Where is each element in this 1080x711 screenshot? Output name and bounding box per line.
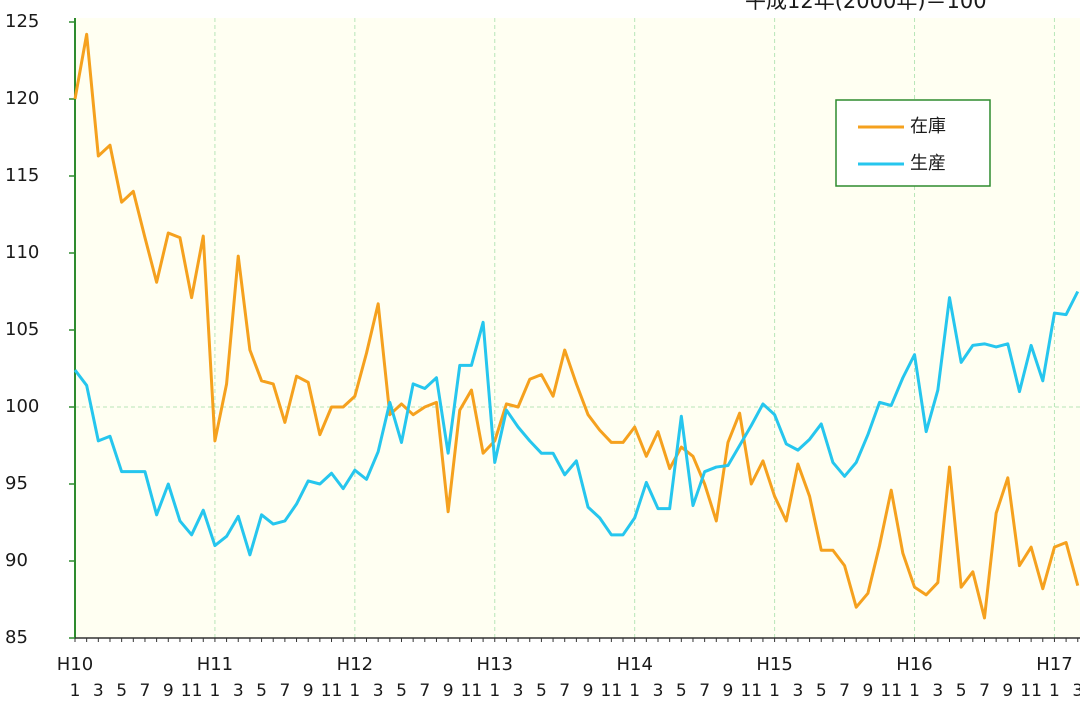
x-tick-label: 9 — [1002, 681, 1013, 701]
x-tick-label: 9 — [163, 681, 174, 701]
x-group-label: H14 — [616, 654, 652, 675]
x-tick-label: 7 — [979, 681, 990, 701]
y-tick-label: 115 — [5, 165, 39, 186]
x-tick-label: 9 — [303, 681, 314, 701]
x-tick-label: 5 — [956, 681, 967, 701]
x-tick-label: 3 — [93, 681, 104, 701]
chart-title: 平成12年(2000年)＝100 — [745, 0, 987, 13]
y-tick-label: 85 — [5, 627, 28, 648]
x-group-label: H10 — [57, 654, 93, 675]
x-tick-label: 9 — [583, 681, 594, 701]
x-tick-label: 7 — [140, 681, 151, 701]
x-tick-label: 1 — [629, 681, 640, 701]
y-tick-label: 125 — [5, 11, 39, 32]
x-tick-label: 5 — [116, 681, 127, 701]
x-tick-label: 7 — [839, 681, 850, 701]
month-labels: 1 3 5 7 9 11 1 3 5 7 9 11 1 3 5 7 9 11 1 3 5 7 9 11 1 3 5 7 9 11 1 3 5 7 9… — [70, 681, 1080, 701]
x-tick-label: 11 — [461, 681, 483, 701]
x-tick-label: 11 — [181, 681, 203, 701]
x-tick-label: 5 — [676, 681, 687, 701]
y-tick-label: 100 — [5, 396, 39, 417]
x-tick-label: 11 — [321, 681, 343, 701]
x-group-label: H15 — [756, 654, 792, 675]
series-line — [73, 32, 1080, 620]
x-tick-label: 5 — [396, 681, 407, 701]
legend-label: 生産 — [910, 153, 946, 174]
x-tick-label: 9 — [723, 681, 734, 701]
y-tick-label: 105 — [5, 319, 39, 340]
x-tick-label: 1 — [70, 681, 81, 701]
x-tick-label: 3 — [233, 681, 244, 701]
legend-label: 在庫 — [910, 116, 946, 137]
x-tick-label: 3 — [373, 681, 384, 701]
x-group-label: H17 — [1036, 654, 1072, 675]
x-tick-label: 7 — [699, 681, 710, 701]
y-tick-label: 95 — [5, 473, 28, 494]
x-tick-label: 7 — [559, 681, 570, 701]
x-tick-label: 11 — [880, 681, 902, 701]
x-tick-label: 3 — [932, 681, 943, 701]
x-tick-label: 1 — [349, 681, 360, 701]
x-tick-label: 3 — [513, 681, 524, 701]
x-tick-label: 1 — [210, 681, 221, 701]
x-tick-label: 1 — [489, 681, 500, 701]
x-tick-label: 9 — [862, 681, 873, 701]
x-tick-label: 5 — [536, 681, 547, 701]
x-tick-label: 9 — [443, 681, 454, 701]
x-group-label: H13 — [477, 654, 513, 675]
x-group-label: H11 — [197, 654, 233, 675]
y-tick-label: 120 — [5, 88, 39, 109]
x-tick-label: 3 — [793, 681, 804, 701]
legend-box — [835, 99, 991, 187]
x-tick-label: 11 — [601, 681, 623, 701]
x-tick-label: 1 — [769, 681, 780, 701]
y-tick-label: 90 — [5, 550, 28, 571]
y-tick-label: 110 — [5, 242, 39, 263]
x-tick-label: 7 — [419, 681, 430, 701]
x-tick-label: 3 — [1072, 681, 1080, 701]
x-tick-label: 3 — [653, 681, 664, 701]
x-group-label: H16 — [896, 654, 932, 675]
x-tick-label: 5 — [816, 681, 827, 701]
x-tick-label: 7 — [279, 681, 290, 701]
x-group-label: H12 — [337, 654, 373, 675]
x-tick-label: 1 — [1049, 681, 1060, 701]
x-tick-label: 1 — [909, 681, 920, 701]
series-line — [73, 290, 1080, 557]
x-tick-label: 11 — [740, 681, 762, 701]
x-tick-label: 11 — [1020, 681, 1042, 701]
x-tick-label: 5 — [256, 681, 267, 701]
